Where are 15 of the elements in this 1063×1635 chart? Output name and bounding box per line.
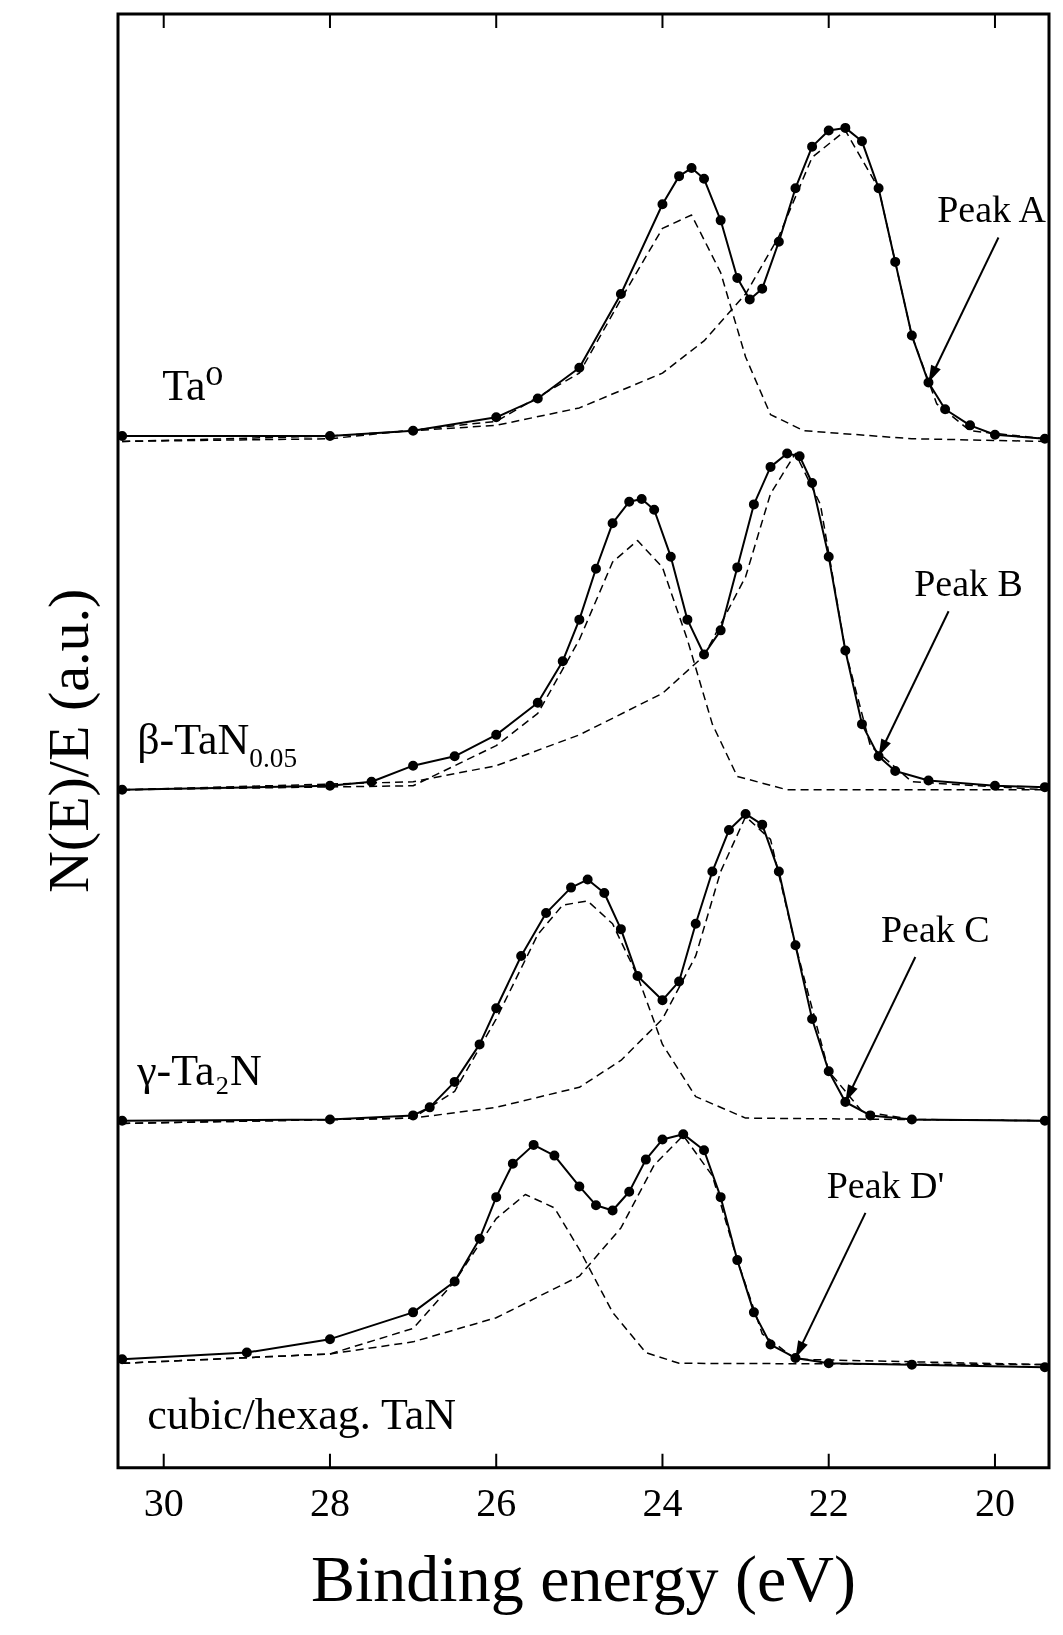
x-tick-label: 20 (974, 1480, 1015, 1526)
x-axis-title: Binding energy (eV) (311, 1541, 856, 1616)
x-tick-label: 22 (808, 1480, 849, 1526)
annotation: Peak C (880, 907, 990, 950)
series-label: γ-Ta₂N (136, 1045, 262, 1095)
y-axis-title: N(E)/E (a.u.) (36, 588, 102, 894)
series-label: cubic/hexag. TaN (147, 1390, 457, 1440)
x-tick-label: 28 (309, 1480, 350, 1526)
annotation: Peak B (914, 562, 1023, 605)
series-label: Ta⁰ (162, 361, 224, 411)
x-tick-label: 24 (642, 1480, 683, 1526)
annotation: Peak D' (826, 1163, 945, 1206)
annotation: Peak A (937, 188, 1047, 231)
x-tick-label: 30 (143, 1480, 184, 1526)
x-tick-label: 26 (476, 1480, 517, 1526)
